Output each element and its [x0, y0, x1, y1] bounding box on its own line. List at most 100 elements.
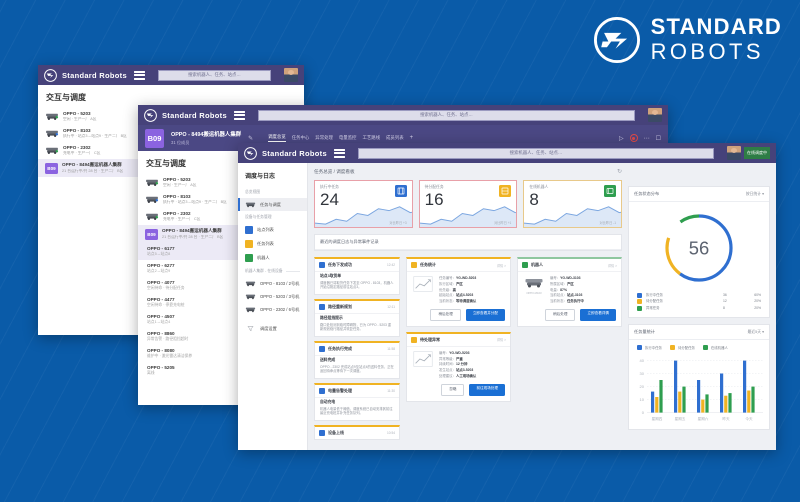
record-icon[interactable]	[629, 134, 638, 142]
sidebar-item-robot-2[interactable]: OPPO - 5203 / 3号机	[238, 290, 307, 303]
detail-card-body: OPPO-8103 编号：YG-WD-3103 所属区域：产区 电量：87% 当…	[518, 272, 621, 309]
refresh-icon[interactable]: ↻	[616, 169, 622, 175]
detail-card-title: 待处理异常	[420, 336, 440, 342]
standard-robots-logo-icon	[244, 146, 257, 160]
tab-routes[interactable]: 工艺路线	[362, 135, 381, 140]
primary-button[interactable]: 立即查看详情	[580, 308, 616, 321]
play-icon[interactable]: ▷	[618, 135, 624, 142]
list-item[interactable]: OPPO - 8860 异常告警 · 路径阻挡超时	[138, 328, 668, 345]
avatar[interactable]	[284, 68, 298, 82]
list-item-desc: 站点2→站点9	[147, 269, 171, 273]
search-input[interactable]: 搜索机器人、任务、站点…	[357, 147, 714, 159]
tab-exceptions[interactable]: 异常处理	[315, 135, 333, 140]
donut-period-selector[interactable]: 按日统计 ▾	[745, 192, 764, 196]
list-item[interactable]: OPPO - 2302 充电中 · 生产一厂 C区	[38, 142, 304, 159]
avatar[interactable]	[648, 108, 662, 122]
tab-members[interactable]: 成员列表	[386, 135, 404, 140]
hamburger-icon[interactable]	[233, 110, 245, 120]
list-item[interactable]: OPPO - 4077 空闲待命 · 待分配任务	[138, 277, 668, 294]
sidebar-item-stations[interactable]: 站点列表	[238, 223, 307, 237]
donut-panel-header: 任务状态分布 按日统计 ▾	[629, 187, 769, 202]
kpi-card-online[interactable]: 在线机器人 8 对比昨日 -1	[523, 180, 623, 228]
detail-card-robot[interactable]: 机器人 详情 > OPPO-8103	[517, 257, 622, 327]
detail-more-link[interactable]: 详情 >	[607, 263, 617, 268]
feed-card-header: 任务下发成功 12:42	[315, 259, 399, 271]
list-item[interactable]: OPPO - 5205 离线	[138, 362, 668, 379]
pencil-icon[interactable]: ✎	[248, 135, 254, 142]
list-item[interactable]: OPPO - 5203 空闲 · 生产一厂 A区	[138, 174, 668, 191]
layout-icon[interactable]: ☐	[655, 135, 661, 142]
primary-button[interactable]: 立即查看并分配	[465, 308, 505, 321]
list-item[interactable]: 任务执行完成 11:58 送料完成 OPPO - 2302 完成站点9至站点4的…	[314, 341, 400, 380]
svg-text:40: 40	[640, 358, 645, 363]
list-item[interactable]: 设备上线 10:54	[314, 425, 400, 441]
tab-battery[interactable]: 电量监控	[338, 135, 357, 140]
list-item[interactable]: OPPO - 2302 充电中 · 生产一厂 C区	[138, 208, 668, 225]
legend-item: 待分配任务	[669, 345, 695, 351]
kpi-card-executing[interactable]: 执行中任务 24 对比昨日 +3	[314, 180, 413, 228]
detail-more-link[interactable]: 详情 >	[496, 263, 506, 268]
pane-title: 交互与调度	[46, 93, 86, 102]
list-item[interactable]: 路径重新规划 12:11 路径阻挡提示 路口处检测到临时障碍物，已为 OPPO …	[314, 299, 400, 338]
field-key: 当前站点：	[550, 293, 567, 298]
list-item[interactable]: OPPO - 4507 站点1→站点4	[138, 311, 668, 328]
hamburger-icon[interactable]	[333, 148, 345, 158]
search-input[interactable]: 搜索机器人、任务、站点…	[257, 109, 635, 121]
feed-card-header: 任务执行完成 11:58	[315, 343, 399, 355]
detail-card-task-stats[interactable]: 任务统计 详情 > 任务编号：YG-WD-5203	[406, 257, 511, 327]
list-item[interactable]: OPPO - 5203 空闲 · 生产一厂 A区	[38, 108, 304, 125]
list-item-desc: 21 台运行中/共 28 台 · 生产二厂 B区	[162, 235, 224, 239]
brand-line-1: STANDARD	[650, 14, 782, 39]
detail-more-link[interactable]: 详情 >	[496, 338, 506, 343]
detail-card-actions: 稍后处理 立即查看并分配	[407, 308, 510, 326]
search-input[interactable]: 搜索机器人、任务、站点…	[157, 69, 271, 81]
list-item[interactable]: OPPO - 8103 执行中 · 站点3→站点9 · 生产二厂 B区	[138, 191, 668, 208]
primary-button[interactable]: 前往现场处理	[469, 383, 505, 396]
secondary-button[interactable]: 忽略	[441, 383, 465, 396]
field-value: 高	[452, 287, 456, 292]
list-item[interactable]: 任务下发成功 12:42 站点3取货单 调度器已将取货任务下发至 OPPO - …	[314, 257, 400, 296]
field-value: 站点-3103	[566, 293, 583, 298]
window-front[interactable]: Standard Robots 搜索机器人、任务、站点… 在线调度中 调度与日志…	[238, 143, 776, 450]
blue-square-icon	[245, 226, 253, 234]
cluster-badge: B09	[45, 163, 58, 174]
sidebar-item-robots[interactable]: 机器人	[238, 251, 307, 265]
kpi-card-pending[interactable]: 待分配任务 16 对比昨日 +1	[418, 180, 518, 228]
add-tab-button[interactable]: +	[409, 135, 414, 141]
donut-svg: 56	[665, 214, 733, 282]
donut-legend: 执行中任务 36 60% 待分配任务 12 20% 异常任务	[629, 290, 769, 317]
detail-card-exceptions[interactable]: 待处理异常 详情 > 编号：YG-WD-5203	[406, 331, 511, 402]
secondary-button[interactable]: 稍后处理	[545, 308, 576, 321]
window-back-title: Standard Robots	[62, 70, 127, 80]
secondary-button[interactable]: 稍后处理	[430, 308, 461, 321]
robot-green-icon	[604, 185, 617, 197]
list-item[interactable]: OPPO - 4477 空闲待命 · 停靠充电桩	[138, 294, 668, 311]
list-item[interactable]: OPPO - 8080 维护中 · 激光雷达清洁保养	[138, 345, 668, 362]
sidebar-item-settings[interactable]: 调度设置	[238, 322, 307, 335]
dashboard-center-column: 任务总览 / 调度看板 ↻ 执行中任务 24	[308, 163, 628, 450]
bar-period-selector[interactable]: 最近5天 ▾	[747, 330, 764, 335]
donut-panel: 任务状态分布 按日统计 ▾ 56	[628, 186, 770, 319]
sidebar-item-tasks-scheduling[interactable]: 任务与调度	[238, 198, 307, 211]
sidebar-item-robot-1[interactable]: OPPO - 8103 / 2号机	[238, 277, 307, 290]
hamburger-icon[interactable]	[133, 70, 145, 80]
sidebar-item-task-list[interactable]: 任务列表	[238, 237, 307, 251]
list-item-name: OPPO - 8103	[163, 194, 191, 199]
list-item[interactable]: 电量告警处理 11:30 自动充电 机器人电量低于阈值，调度系统已自动安排其前往…	[314, 383, 400, 422]
log-panel-header: 最近的调度日志与异常事件记录	[315, 235, 621, 250]
field-key: 异常等级：	[439, 356, 456, 361]
more-icon[interactable]: ⋯	[643, 135, 650, 142]
field-key: 编号：	[439, 350, 450, 355]
list-item[interactable]: OPPO - 8103 执行中 · 站点3→站点9 · 生产二厂 B区	[38, 125, 304, 142]
sidebar-caption-cluster: 机器人集群 - 在线设备	[238, 265, 307, 277]
list-item[interactable]: OPPO - 6277 站点2→站点9	[138, 260, 668, 277]
list-item-desc: 异常告警 · 路径阻挡超时	[147, 337, 189, 341]
tab-overview[interactable]: 调度总览	[268, 134, 286, 142]
tab-tasks[interactable]: 任务中心	[291, 135, 310, 140]
list-item-name: OPPO - 4077	[147, 280, 175, 285]
avatar[interactable]	[727, 146, 741, 160]
x-tick-label: 星期四	[652, 416, 663, 421]
feed-timestamp: 10:54	[387, 431, 395, 436]
sidebar-item-robot-3[interactable]: OPPO - 2302 / 6号机	[238, 303, 307, 316]
field-key: 发生站点：	[439, 368, 456, 373]
